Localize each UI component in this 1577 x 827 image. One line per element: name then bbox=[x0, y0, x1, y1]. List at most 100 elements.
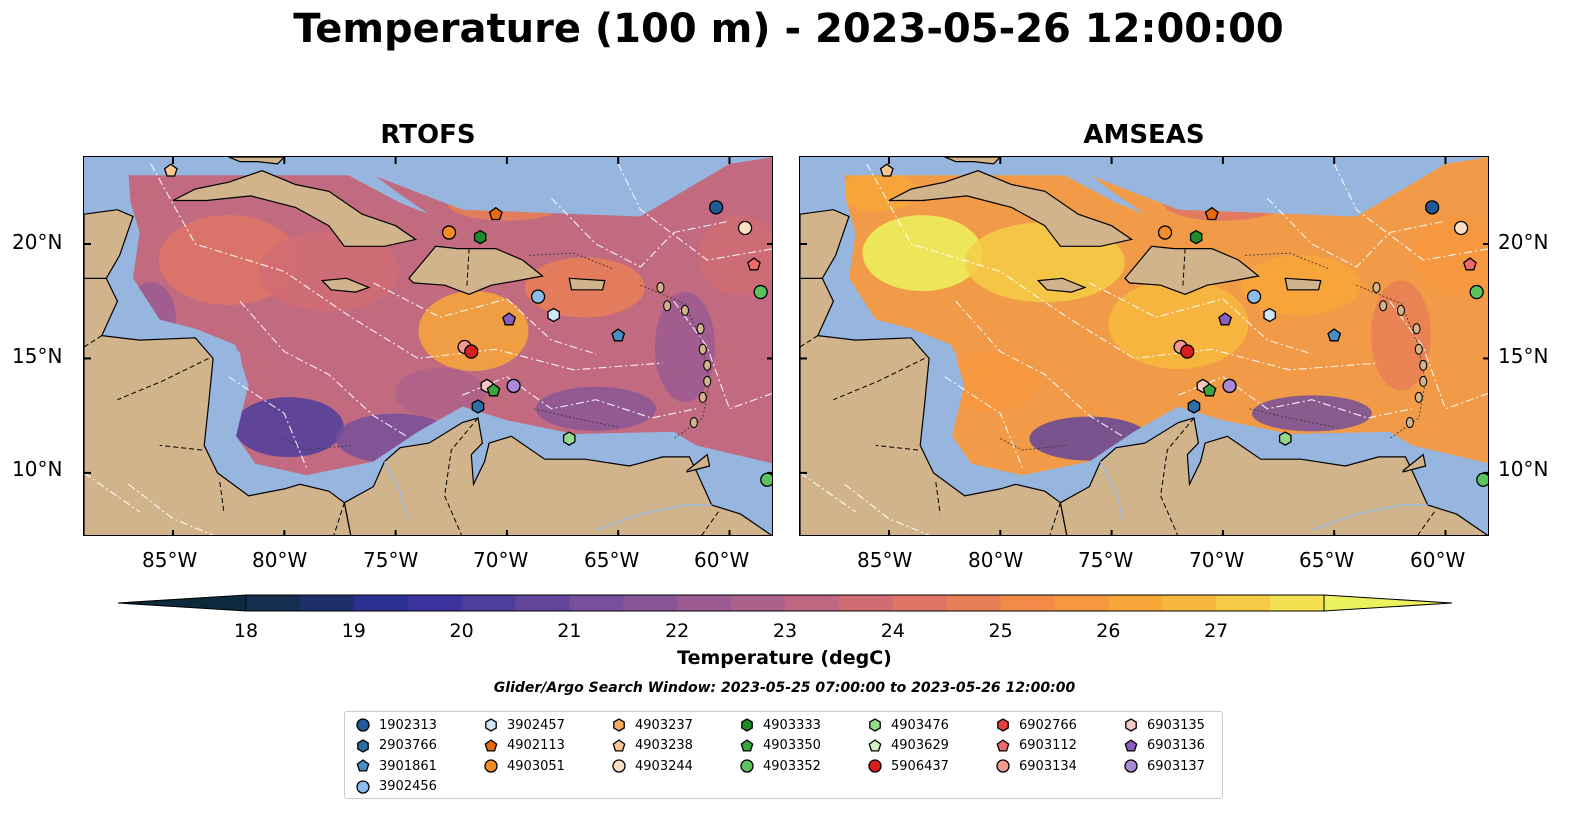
circle-marker-icon bbox=[740, 759, 754, 773]
legend-item-6903137: 6903137 bbox=[1123, 756, 1205, 776]
legend-marker-4903629 bbox=[868, 738, 882, 752]
xtick-left-65w: 65°W bbox=[584, 548, 640, 572]
colorbar-segment bbox=[1054, 595, 1109, 611]
float-marker-4903476[interactable] bbox=[562, 431, 576, 446]
float-marker-4902113[interactable] bbox=[1204, 206, 1219, 221]
legend-marker-3902456 bbox=[356, 779, 370, 794]
hexagon-marker-icon bbox=[613, 718, 625, 732]
legend-marker-3901861 bbox=[356, 759, 370, 772]
float-marker-6903112[interactable] bbox=[1463, 257, 1477, 271]
colorbar-segment bbox=[623, 595, 678, 611]
colorbar-segment bbox=[569, 595, 624, 611]
colorbar-segment bbox=[461, 595, 516, 611]
float-marker-5906437[interactable] bbox=[464, 344, 479, 359]
colorbar-segment bbox=[892, 595, 948, 611]
legend-label: 4903237 bbox=[635, 717, 693, 733]
float-marker-4903238[interactable] bbox=[163, 163, 178, 177]
figure-title: Temperature (100 m) - 2023-05-26 12:00:0… bbox=[293, 6, 1284, 52]
float-marker-4902113[interactable] bbox=[488, 206, 503, 221]
legend-label: 3902457 bbox=[507, 717, 565, 733]
colorbar-segment bbox=[1270, 595, 1325, 611]
legend-item-5906437: 5906437 bbox=[867, 756, 949, 776]
float-marker-4903352[interactable] bbox=[1469, 284, 1484, 300]
float-marker-4903333[interactable] bbox=[1189, 229, 1203, 245]
float-marker-3902456[interactable] bbox=[530, 289, 546, 304]
colorbar-extend-max bbox=[1323, 594, 1452, 612]
float-marker-3902457[interactable] bbox=[547, 307, 560, 323]
legend-item-6903112: 6903112 bbox=[995, 736, 1077, 756]
map-amseas[interactable] bbox=[799, 156, 1489, 536]
float-marker-4903051[interactable] bbox=[1157, 225, 1173, 240]
legend-marker-6903135 bbox=[1125, 718, 1137, 732]
legend-marker-4903244 bbox=[612, 759, 626, 773]
colorbar-segment bbox=[246, 595, 301, 611]
legend-marker-6902766 bbox=[997, 718, 1009, 732]
legend-marker-4903238 bbox=[612, 738, 626, 752]
colorbar-segment bbox=[677, 595, 732, 611]
legend-label: 4903244 bbox=[635, 758, 693, 774]
legend-marker-4903051 bbox=[484, 759, 498, 773]
float-marker-6903136[interactable] bbox=[502, 312, 517, 326]
float-marker-6903112[interactable] bbox=[747, 257, 761, 271]
float-marker-4903333[interactable] bbox=[473, 229, 487, 245]
float-marker-4903352[interactable] bbox=[1476, 472, 1489, 487]
legend-label: 4902113 bbox=[507, 738, 565, 753]
float-marker-1902313[interactable] bbox=[708, 200, 724, 215]
float-marker-4903051[interactable] bbox=[441, 225, 457, 240]
pentagon-marker-icon bbox=[356, 759, 370, 772]
legend-marker-4903352 bbox=[740, 759, 754, 773]
legend-marker-5906437 bbox=[868, 759, 882, 773]
legend-label: 4903352 bbox=[763, 758, 821, 774]
legend-label: 6902766 bbox=[1019, 717, 1077, 733]
float-marker-6903137[interactable] bbox=[1222, 378, 1237, 394]
float-marker-4903244[interactable] bbox=[1453, 220, 1469, 236]
xtick-left-60w: 60°W bbox=[694, 548, 750, 572]
float-marker-4903476[interactable] bbox=[1278, 431, 1292, 446]
float-marker-3902456[interactable] bbox=[1246, 289, 1262, 304]
pentagon-marker-icon bbox=[740, 738, 754, 752]
legend-marker-2903766 bbox=[357, 738, 369, 753]
xtick-right-70w: 70°W bbox=[1189, 548, 1245, 572]
float-marker-4903352[interactable] bbox=[760, 472, 773, 487]
colorbar-label: Temperature (degC) bbox=[677, 647, 892, 669]
colorbar-segment bbox=[1108, 595, 1163, 611]
float-marker-3902457[interactable] bbox=[1263, 307, 1276, 323]
map-rtofs[interactable] bbox=[83, 156, 773, 536]
float-marker-4903350[interactable] bbox=[1202, 383, 1217, 397]
float-marker-5906437[interactable] bbox=[1180, 344, 1195, 359]
float-marker-1902313[interactable] bbox=[1424, 200, 1440, 215]
colorbar-tick-25: 25 bbox=[988, 620, 1013, 642]
legend-item-4902113: 4902113 bbox=[483, 736, 565, 756]
colorbar-tick-18: 18 bbox=[233, 620, 259, 642]
legend-item-4903333: 4903333 bbox=[739, 715, 821, 735]
float-marker-6903136[interactable] bbox=[1218, 312, 1233, 326]
colorbar-segment bbox=[946, 595, 1002, 611]
ytick-right-15n: 15°N bbox=[1498, 344, 1549, 368]
pentagon-marker-icon bbox=[1124, 738, 1138, 752]
float-marker-2903766[interactable] bbox=[471, 399, 485, 414]
legend-label: 4903350 bbox=[763, 738, 821, 753]
panel-title-rtofs: RTOFS bbox=[380, 120, 476, 150]
legend-item-3902456: 3902456 bbox=[355, 777, 437, 797]
colorbar-segment bbox=[731, 595, 786, 611]
float-marker-4903238[interactable] bbox=[879, 163, 894, 177]
colorbar-segment bbox=[1000, 595, 1055, 611]
hexagon-marker-icon bbox=[741, 718, 753, 732]
search-window-text: Glider/Argo Search Window: 2023-05-25 07… bbox=[493, 680, 1076, 696]
float-marker-4903352[interactable] bbox=[753, 284, 768, 300]
legend-item-3901861: 3901861 bbox=[355, 756, 437, 776]
xtick-left-70w: 70°W bbox=[473, 548, 529, 572]
float-marker-2903766[interactable] bbox=[1187, 399, 1201, 414]
legend-item-4903352: 4903352 bbox=[739, 756, 821, 776]
float-marker-3901861[interactable] bbox=[1327, 328, 1342, 342]
float-marker-3901861[interactable] bbox=[611, 328, 626, 342]
float-marker-4903350[interactable] bbox=[486, 383, 501, 397]
xtick-left-80w: 80°W bbox=[252, 548, 308, 572]
legend-label: 4903476 bbox=[891, 717, 949, 733]
colorbar-segment bbox=[1162, 595, 1217, 611]
colorbar-segment bbox=[785, 595, 840, 611]
float-marker-4903244[interactable] bbox=[737, 220, 753, 236]
circle-marker-icon bbox=[356, 779, 370, 794]
legend-item-3902457: 3902457 bbox=[483, 715, 565, 735]
float-marker-6903137[interactable] bbox=[506, 378, 521, 394]
